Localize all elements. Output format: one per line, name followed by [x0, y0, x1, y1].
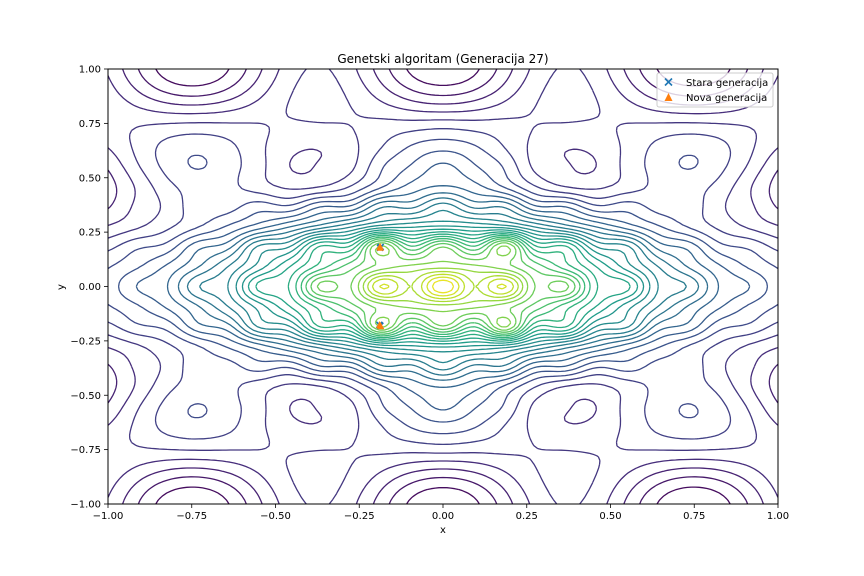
y-tick-label: 0.00 — [79, 282, 101, 293]
y-tick-label: −0.75 — [70, 445, 101, 456]
x-tick-label: 1.00 — [767, 511, 789, 522]
contour-level — [108, 138, 778, 435]
y-tick-label: 0.25 — [79, 228, 101, 239]
contour-level — [247, 228, 639, 345]
x-axis-label: x — [440, 525, 446, 536]
contour-level — [316, 242, 570, 331]
contour-level — [362, 267, 524, 306]
contour-level — [367, 270, 519, 303]
legend-label-nova: Nova generacija — [686, 93, 767, 104]
contour-level — [305, 238, 581, 335]
legend: Stara generacija Nova generacija — [656, 72, 774, 108]
y-tick-label: 0.75 — [79, 119, 101, 130]
y-tick-label: −0.25 — [70, 336, 101, 347]
contour-level — [227, 209, 659, 364]
chart-title: Genetski algoritam (Generacija 27) — [337, 52, 548, 66]
contour-level — [379, 276, 507, 297]
y-axis-ticks: −1.00 −0.75 −0.50 −0.25 0.00 0.25 0.50 0.75 1.00 — [70, 65, 108, 511]
nova-generacija-point — [377, 322, 385, 330]
x-tick-label: −0.75 — [176, 511, 207, 522]
x-tick-label: −1.00 — [93, 511, 124, 522]
x-tick-label: 0.75 — [683, 511, 705, 522]
contour-level — [255, 231, 631, 342]
x-tick-label: 0.25 — [516, 511, 538, 522]
y-axis-label: y — [56, 284, 67, 290]
legend-marker-nova-icon — [664, 93, 673, 101]
legend-box — [656, 72, 774, 108]
contour-level — [177, 192, 709, 381]
x-axis-ticks: −1.00 −0.75 −0.50 −0.25 0.00 0.25 0.50 0.75 1.00 — [93, 504, 789, 522]
contour-level — [135, 162, 751, 411]
x-tick-label: −0.25 — [344, 511, 375, 522]
x-tick-label: −0.50 — [260, 511, 291, 522]
plot-frame — [107, 68, 779, 505]
contour-level — [431, 279, 455, 294]
contour-level — [310, 240, 576, 333]
scatter-markers — [375, 242, 385, 330]
contour-level — [371, 273, 515, 300]
contour-level — [241, 225, 645, 348]
contour-level — [186, 197, 700, 376]
x-tick-label: 0.00 — [432, 511, 454, 522]
contour-level — [117, 150, 769, 423]
y-tick-label: −1.00 — [70, 500, 101, 511]
y-tick-label: −0.50 — [70, 391, 101, 402]
contour-level — [235, 220, 651, 353]
x-tick-label: 0.50 — [599, 511, 621, 522]
y-tick-label: 0.50 — [79, 173, 101, 184]
contour-level — [287, 233, 599, 340]
contour-level — [300, 236, 586, 337]
legend-label-stara: Stara generacija — [686, 78, 768, 89]
legend-marker-stara-icon — [664, 77, 673, 87]
y-tick-label: 1.00 — [79, 65, 101, 76]
contour-level — [295, 234, 591, 339]
contour-level — [199, 202, 687, 371]
contour-level — [108, 127, 778, 446]
contour-level — [166, 185, 720, 388]
nova-generacija-point — [376, 242, 384, 250]
contour-level — [108, 69, 778, 504]
